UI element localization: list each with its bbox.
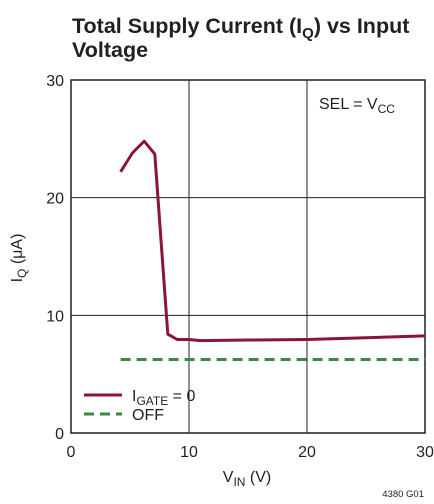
series-layer	[119, 139, 426, 361]
legend-label-gate: IGATE = 0	[132, 388, 195, 408]
chart-title-line1: Total Supply Current (IQ) vs Input	[72, 14, 409, 42]
y-axis-label: IQ (μA)	[9, 234, 29, 283]
sel-annotation: SEL = VCC	[319, 96, 395, 116]
x-tick-label: 10	[180, 444, 198, 461]
x-tick-label: 30	[416, 444, 434, 461]
y-tick-label: 20	[46, 191, 64, 208]
legend-label-off: OFF	[132, 407, 164, 424]
plot-area	[70, 79, 426, 434]
x-tick-label: 0	[67, 444, 76, 461]
chart-title-line2: Voltage	[72, 38, 148, 62]
grid	[71, 80, 425, 433]
x-tick-labels: 0 10 20 30	[67, 444, 434, 461]
x-axis-label: VIN (V)	[223, 469, 271, 489]
y-tick-label: 30	[46, 73, 64, 90]
plot-frame	[70, 79, 426, 434]
series-line-gate	[119, 139, 426, 343]
x-tick-label: 20	[298, 444, 316, 461]
legend: IGATE = 0 OFF	[84, 388, 195, 424]
y-tick-labels: 0 10 20 30	[46, 73, 64, 443]
y-tick-label: 10	[46, 308, 64, 325]
y-tick-label: 0	[55, 426, 64, 443]
figure-code: 4380 G01	[382, 489, 424, 500]
